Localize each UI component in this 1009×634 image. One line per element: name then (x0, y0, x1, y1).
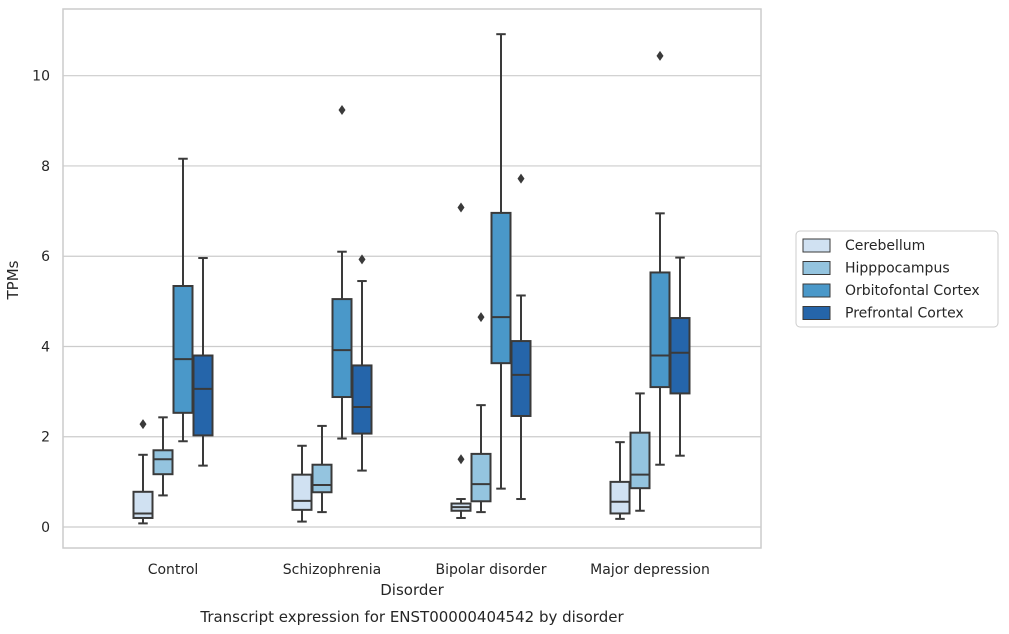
y-tick-label: 8 (41, 159, 50, 175)
outlier-point (517, 173, 525, 184)
box (152, 416, 174, 497)
box-iqr (490, 211, 512, 365)
x-tick-label: Major depression (590, 562, 710, 578)
y-tick-labels: 0 2 4 6 8 10 (32, 69, 50, 536)
box-iqr (192, 354, 214, 437)
box-iqr (152, 449, 174, 476)
series-prefrontal-cortex (192, 173, 691, 501)
x-axis-title: Disorder (380, 581, 444, 599)
legend-label: Cerebellum (845, 238, 925, 254)
legend-swatch (802, 306, 831, 320)
outlier-point (139, 419, 147, 430)
outlier-point (457, 202, 465, 213)
box-iqr (331, 298, 353, 399)
chart-title: Transcript expression for ENST0000040454… (199, 608, 624, 626)
box-iqr (470, 452, 492, 503)
box-iqr (311, 463, 333, 494)
x-tick-label: Bipolar disorder (435, 562, 546, 578)
box-iqr (609, 480, 631, 515)
y-tick-label: 2 (41, 430, 50, 446)
box (649, 50, 671, 466)
box (629, 392, 651, 512)
legend-swatch (802, 238, 831, 253)
y-tick-label: 0 (41, 520, 50, 536)
legend-swatch (802, 283, 831, 298)
legend-label: Prefrontal Cortex (845, 306, 964, 322)
box (490, 33, 512, 490)
legend-frame (795, 230, 999, 328)
box (669, 256, 691, 457)
series-hipppocampus (152, 312, 651, 514)
legend-label: Hipppocampus (845, 261, 950, 277)
outlier-point (338, 104, 346, 115)
box (470, 312, 492, 514)
y-tick-label: 6 (41, 249, 50, 265)
box-iqr (351, 364, 373, 435)
x-tick-label: Control (148, 562, 199, 578)
box (351, 254, 373, 472)
legend-swatch (802, 261, 831, 275)
box-iqr (649, 271, 671, 389)
legend-label: Orbitofontal Cortex (845, 283, 980, 299)
outlier-point (358, 254, 366, 265)
x-tick-label: Schizophrenia (283, 562, 381, 578)
outlier-point (457, 454, 465, 465)
outlier-point (656, 50, 664, 61)
box (609, 441, 631, 520)
legend: Cerebellum Hipppocampus Orbitofontal Corte… (795, 230, 999, 328)
y-tick-label: 4 (41, 339, 50, 355)
box (510, 173, 532, 501)
box-iqr (629, 431, 651, 490)
series-orbitofontal-cortex (172, 33, 671, 490)
box (192, 257, 214, 467)
box-iqr (510, 340, 532, 417)
y-axis-title: TPMs (4, 260, 22, 300)
box (172, 157, 194, 443)
y-tick-label: 10 (32, 69, 50, 85)
box-iqr (291, 473, 313, 511)
box-series-group (132, 33, 691, 525)
box-iqr (669, 317, 691, 395)
box-iqr (172, 285, 194, 414)
box (331, 104, 353, 440)
box-iqr (132, 490, 154, 519)
series-cerebellum (132, 202, 631, 525)
box (132, 419, 154, 525)
box (450, 202, 472, 519)
box (311, 424, 333, 514)
x-tick-labels: Control Schizophrenia Bipolar disorder Majo… (148, 562, 710, 578)
outlier-point (477, 312, 485, 323)
